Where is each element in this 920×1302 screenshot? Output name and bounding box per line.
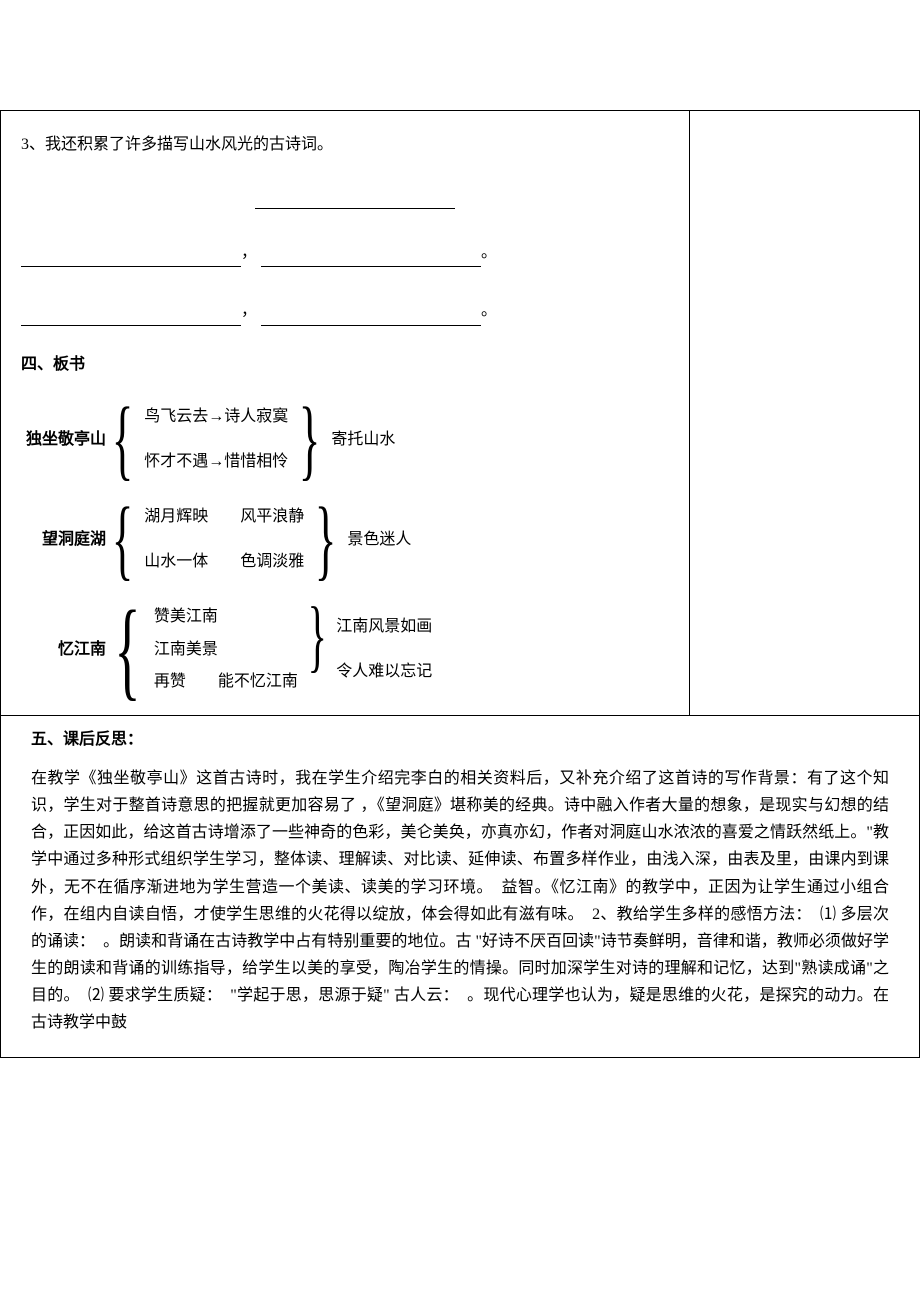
diagram-1-content: 鸟飞云去→诗人寂寞 怀才不遇→惜惜相怜: [134, 395, 298, 485]
brace-right-icon: }: [307, 600, 326, 672]
diagram-line: 江南美景: [154, 636, 298, 665]
diagram-line: 怀才不遇→惜惜相怜: [144, 448, 288, 477]
diagram-1-result: 寄托山水: [321, 426, 395, 455]
brace-right-icon: }: [299, 399, 321, 480]
reflection-cell: 五、课后反思： 在教学《独坐敬亭山》这首古诗时，我在学生介绍完李白的相关资料后，…: [1, 715, 920, 1057]
diagram-3-result-2: 令人难以忘记: [336, 658, 432, 687]
brace-left-icon: {: [112, 499, 134, 580]
comma: ，: [241, 302, 257, 319]
blank-line: [21, 248, 241, 267]
blank-line: [261, 248, 481, 267]
blank-line: [255, 189, 455, 208]
section-4-heading: 四、板书: [21, 351, 689, 380]
diagram-3-title: 忆江南: [21, 636, 111, 665]
diagram-3-result-block: 江南风景如画 令人难以忘记: [326, 605, 432, 695]
main-content-cell: 3、我还积累了许多描写山水风光的古诗词。 ， 。 ， 。 四、板书 独坐敬亭山 …: [1, 111, 690, 716]
brace-right-icon: }: [315, 499, 337, 580]
document-table: 3、我还积累了许多描写山水风光的古诗词。 ， 。 ， 。 四、板书 独坐敬亭山 …: [0, 110, 920, 1058]
brace-left-icon: {: [114, 600, 140, 699]
item-3-text: 3、我还积累了许多描写山水风光的古诗词。: [21, 131, 689, 160]
brace-left-icon: {: [112, 399, 134, 480]
diagram-1: 独坐敬亭山 { 鸟飞云去→诗人寂寞 怀才不遇→惜惜相怜 } 寄托山水: [21, 395, 689, 485]
diagram-2-title: 望洞庭湖: [21, 526, 111, 555]
period: 。: [481, 244, 497, 261]
section-5-heading: 五、课后反思：: [31, 726, 889, 755]
period: 。: [481, 302, 497, 319]
diagram-2-content: 湖月辉映 风平浪静 山水一体 色调淡雅: [134, 495, 314, 585]
diagram-1-title: 独坐敬亭山: [21, 426, 111, 455]
blank-line: [21, 307, 241, 326]
blank-line: [261, 307, 481, 326]
diagram-2: 望洞庭湖 { 湖月辉映 风平浪静 山水一体 色调淡雅 } 景色迷人: [21, 495, 689, 585]
comma: ，: [241, 244, 257, 261]
side-empty-cell: [690, 111, 920, 716]
diagram-line: 再赞 能不忆江南: [154, 668, 298, 697]
fill-blank-group-1: ， 。 ， 。: [21, 180, 689, 326]
diagram-3-result-1: 江南风景如画: [336, 613, 432, 642]
diagram-line: 湖月辉映 风平浪静: [144, 503, 304, 532]
diagram-3: 忆江南 { 赞美江南 江南美景 再赞 能不忆江南 } 江南风景如画 令人难以忘记: [21, 595, 689, 705]
diagram-line: 鸟飞云去→诗人寂寞: [144, 403, 288, 432]
diagram-line: 山水一体 色调淡雅: [144, 548, 304, 577]
diagram-3-content: 赞美江南 江南美景 再赞 能不忆江南: [144, 595, 308, 705]
diagram-2-result: 景色迷人: [337, 526, 411, 555]
diagram-line: 赞美江南: [154, 603, 298, 632]
reflection-body: 在教学《独坐敬亭山》这首古诗时，我在学生介绍完李白的相关资料后，又补充介绍了这首…: [31, 765, 889, 1037]
